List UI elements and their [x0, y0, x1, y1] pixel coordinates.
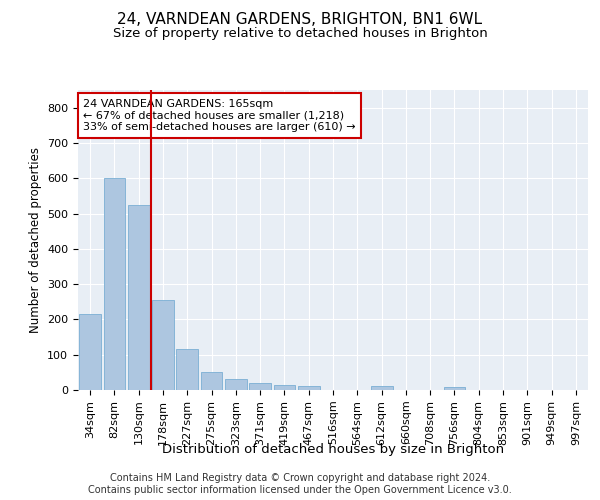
Bar: [152, 300, 174, 390]
Text: 24 VARNDEAN GARDENS: 165sqm
← 67% of detached houses are smaller (1,218)
33% of : 24 VARNDEAN GARDENS: 165sqm ← 67% of det…: [83, 99, 356, 132]
Bar: [249, 383, 271, 390]
Text: 24, VARNDEAN GARDENS, BRIGHTON, BN1 6WL: 24, VARNDEAN GARDENS, BRIGHTON, BN1 6WL: [118, 12, 482, 28]
Bar: [104, 178, 125, 390]
Y-axis label: Number of detached properties: Number of detached properties: [29, 147, 41, 333]
Bar: [79, 314, 101, 390]
Bar: [274, 384, 295, 390]
Text: Contains HM Land Registry data © Crown copyright and database right 2024.
Contai: Contains HM Land Registry data © Crown c…: [88, 474, 512, 495]
Bar: [371, 386, 392, 390]
Bar: [128, 204, 149, 390]
Text: Size of property relative to detached houses in Brighton: Size of property relative to detached ho…: [113, 28, 487, 40]
Text: Distribution of detached houses by size in Brighton: Distribution of detached houses by size …: [162, 442, 504, 456]
Bar: [298, 386, 320, 390]
Bar: [200, 372, 223, 390]
Bar: [225, 380, 247, 390]
Bar: [176, 350, 198, 390]
Bar: [443, 387, 466, 390]
